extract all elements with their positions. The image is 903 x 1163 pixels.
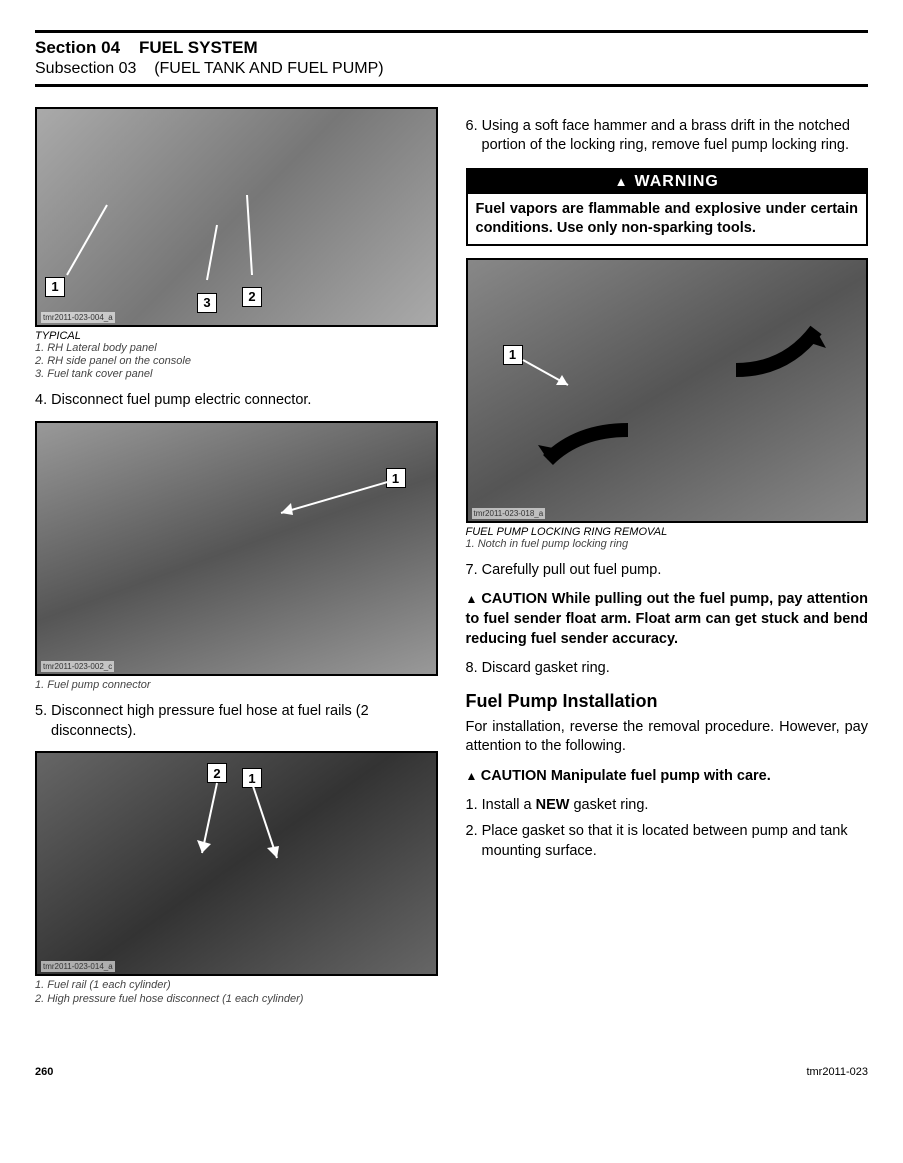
callout-2: 2 — [242, 287, 262, 307]
arrow-lines — [271, 473, 391, 533]
figure-fuel-rail: 1 2 tmr2011-023-014_a — [35, 751, 438, 976]
figure-fuel-pump-connector: 1 tmr2011-023-002_c — [35, 421, 438, 676]
caution-block-2: CAUTION Manipulate fuel pump with care. — [466, 767, 869, 787]
callout-1: 1 — [242, 768, 262, 788]
figure-caption-title: TYPICAL — [35, 330, 438, 342]
install-intro: For installation, reverse the removal pr… — [466, 718, 869, 757]
figure-locking-ring: 1 tmr2011-023-018_a — [466, 258, 869, 523]
doc-reference: tmr2011-023 — [806, 1066, 868, 1078]
step-4: 4. Disconnect fuel pump electric connect… — [35, 391, 438, 411]
callout-1: 1 — [45, 277, 65, 297]
caution-label: CAUTION — [466, 768, 547, 784]
caution-label: CAUTION — [466, 591, 548, 607]
arrow-lines — [187, 778, 307, 898]
left-column: 1 2 3 tmr2011-023-004_a TYPICAL 1. RH La… — [35, 107, 438, 1006]
right-column: 6. Using a soft face hammer and a brass … — [466, 107, 869, 1006]
step-7: 7. Carefully pull out fuel pump. — [466, 561, 869, 581]
arrow-lines — [57, 145, 257, 285]
install-item-2: 2. Place gasket so that it is located be… — [466, 822, 869, 861]
caution-block-1: CAUTION While pulling out the fuel pump,… — [466, 590, 869, 649]
warning-body: Fuel vapors are flammable and explosive … — [468, 194, 867, 244]
heading-fuel-pump-installation: Fuel Pump Installation — [466, 691, 869, 712]
figure-caption-title: FUEL PUMP LOCKING RING REMOVAL — [466, 526, 869, 538]
figure-reference: tmr2011-023-002_c — [41, 661, 114, 672]
header-rule-top — [35, 30, 868, 33]
step-8: 8. Discard gasket ring. — [466, 659, 869, 679]
caption-item: 2. High pressure fuel hose disconnect (1… — [35, 993, 438, 1006]
caption-item: 1. Fuel pump connector — [35, 679, 438, 692]
warning-header: WARNING — [468, 170, 867, 194]
callout-1: 1 — [503, 345, 523, 365]
figure-reference: tmr2011-023-014_a — [41, 961, 115, 972]
arrow-lines — [518, 355, 578, 395]
install-text-1: 1. Install a NEW gasket ring. — [466, 797, 649, 813]
install-item-1: 1. Install a NEW gasket ring. — [466, 796, 869, 816]
callout-2: 2 — [207, 763, 227, 783]
new-emphasis: NEW — [536, 797, 570, 813]
subsection-title: (FUEL TANK AND FUEL PUMP) — [154, 60, 383, 77]
warning-box: WARNING Fuel vapors are flammable and ex… — [466, 168, 869, 246]
two-column-layout: 1 2 3 tmr2011-023-004_a TYPICAL 1. RH La… — [35, 107, 868, 1006]
callout-3: 3 — [197, 293, 217, 313]
caption-item: 1. Notch in fuel pump locking ring — [466, 538, 869, 551]
rotation-arrow-left — [528, 420, 648, 480]
figure-typical-panels: 1 2 3 tmr2011-023-004_a — [35, 107, 438, 327]
step-6: 6. Using a soft face hammer and a brass … — [466, 117, 869, 156]
subsection-line: Subsection 03 (FUEL TANK AND FUEL PUMP) — [35, 59, 868, 80]
section-line: Section 04 FUEL SYSTEM — [35, 37, 868, 59]
rotation-arrow-right — [716, 310, 836, 390]
callout-1: 1 — [386, 468, 406, 488]
section-title: FUEL SYSTEM — [139, 38, 258, 57]
caption-item: 2. RH side panel on the console — [35, 355, 438, 368]
page-number: 260 — [35, 1066, 53, 1078]
header-rule-bottom — [35, 84, 868, 87]
section-label: Section 04 — [35, 38, 120, 57]
caption-item: 3. Fuel tank cover panel — [35, 368, 438, 381]
figure-reference: tmr2011-023-018_a — [472, 508, 546, 519]
caution-body: Manipulate fuel pump with care. — [551, 768, 771, 784]
page-header: Section 04 FUEL SYSTEM Subsection 03 (FU… — [35, 37, 868, 80]
caption-item: 1. Fuel rail (1 each cylinder) — [35, 979, 438, 992]
figure-reference: tmr2011-023-004_a — [41, 312, 115, 323]
caption-item: 1. RH Lateral body panel — [35, 342, 438, 355]
page-footer: 260 tmr2011-023 — [35, 1066, 868, 1078]
subsection-label: Subsection 03 — [35, 60, 136, 77]
step-5: 5. Disconnect high pressure fuel hose at… — [35, 702, 438, 741]
